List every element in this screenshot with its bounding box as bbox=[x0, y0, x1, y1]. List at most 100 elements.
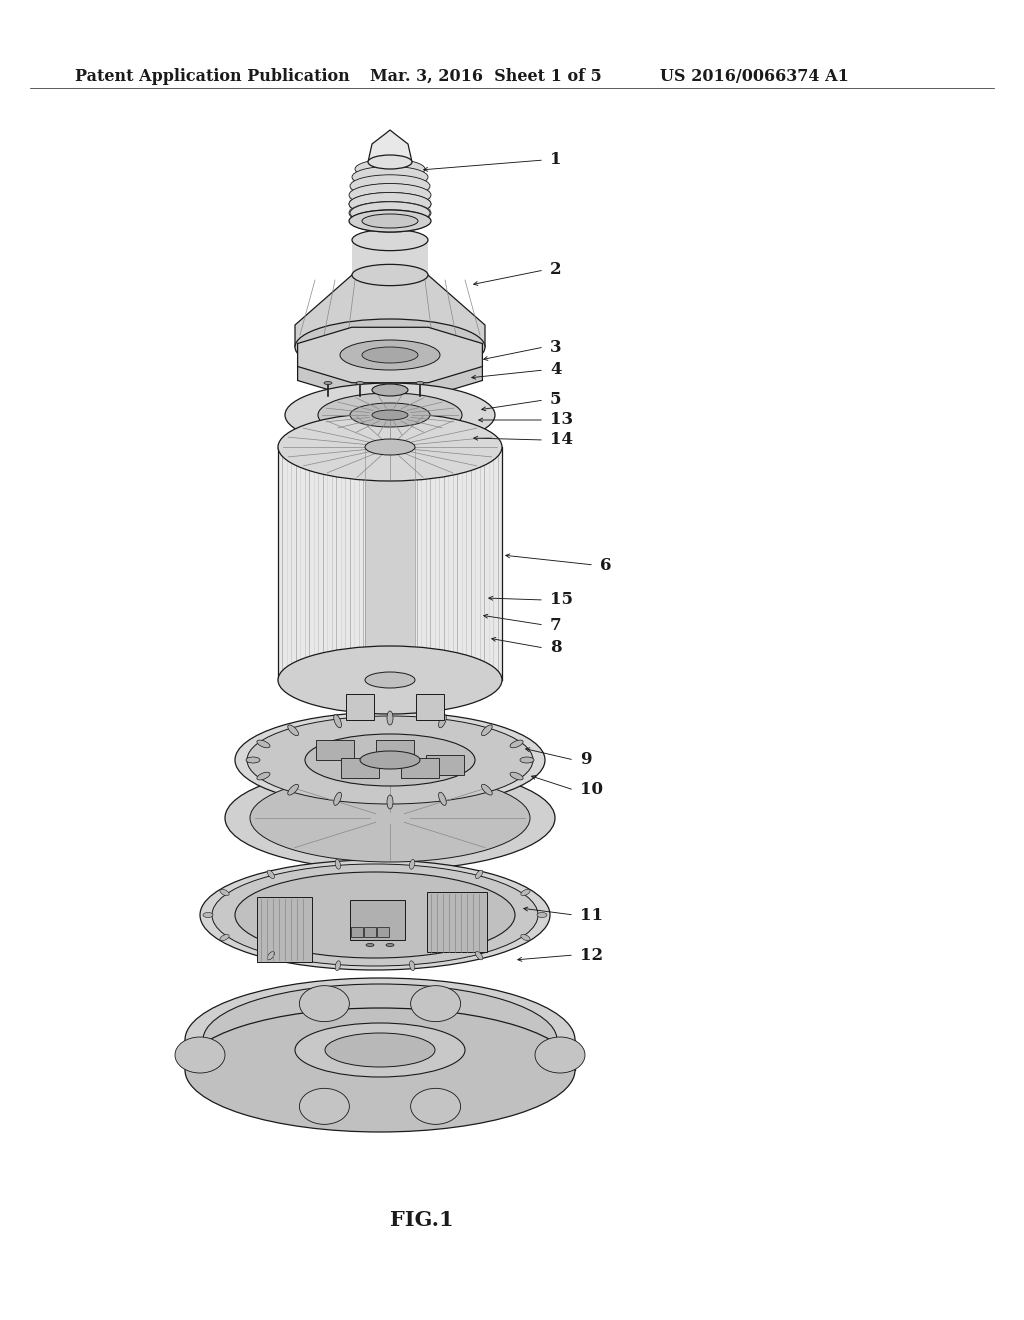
Polygon shape bbox=[368, 129, 412, 162]
Ellipse shape bbox=[246, 756, 260, 763]
Polygon shape bbox=[185, 1040, 575, 1071]
Ellipse shape bbox=[356, 381, 364, 384]
Ellipse shape bbox=[416, 381, 424, 384]
Ellipse shape bbox=[481, 784, 493, 795]
Ellipse shape bbox=[349, 193, 431, 215]
FancyBboxPatch shape bbox=[377, 927, 389, 937]
Ellipse shape bbox=[475, 870, 482, 879]
Ellipse shape bbox=[299, 1089, 349, 1125]
Ellipse shape bbox=[200, 861, 550, 970]
Text: 7: 7 bbox=[550, 616, 561, 634]
Ellipse shape bbox=[175, 1038, 225, 1073]
Ellipse shape bbox=[299, 986, 349, 1022]
Text: 5: 5 bbox=[550, 392, 561, 408]
Ellipse shape bbox=[350, 174, 430, 197]
Polygon shape bbox=[349, 195, 431, 205]
Ellipse shape bbox=[365, 672, 415, 688]
Ellipse shape bbox=[220, 890, 229, 895]
Polygon shape bbox=[278, 447, 502, 680]
Text: 3: 3 bbox=[550, 338, 561, 355]
Ellipse shape bbox=[475, 952, 482, 960]
Text: 1: 1 bbox=[550, 152, 561, 169]
Ellipse shape bbox=[411, 1089, 461, 1125]
Ellipse shape bbox=[334, 714, 341, 727]
Ellipse shape bbox=[349, 210, 431, 232]
Ellipse shape bbox=[352, 264, 428, 285]
Ellipse shape bbox=[212, 865, 538, 966]
Ellipse shape bbox=[368, 154, 412, 169]
Polygon shape bbox=[346, 694, 374, 719]
Text: 13: 13 bbox=[550, 412, 573, 429]
Polygon shape bbox=[295, 275, 485, 347]
Ellipse shape bbox=[285, 383, 495, 447]
Text: 14: 14 bbox=[550, 432, 573, 449]
Ellipse shape bbox=[521, 890, 530, 895]
Ellipse shape bbox=[250, 774, 530, 862]
Ellipse shape bbox=[350, 183, 430, 206]
Ellipse shape bbox=[410, 961, 415, 970]
Ellipse shape bbox=[278, 413, 502, 480]
Ellipse shape bbox=[349, 202, 431, 224]
Ellipse shape bbox=[372, 411, 408, 420]
Polygon shape bbox=[355, 169, 425, 177]
Ellipse shape bbox=[335, 859, 341, 869]
FancyBboxPatch shape bbox=[316, 741, 354, 760]
Ellipse shape bbox=[352, 176, 428, 197]
Ellipse shape bbox=[481, 725, 493, 735]
Ellipse shape bbox=[325, 1034, 435, 1067]
Ellipse shape bbox=[362, 347, 418, 363]
Text: 4: 4 bbox=[550, 362, 561, 379]
Ellipse shape bbox=[349, 193, 431, 215]
Ellipse shape bbox=[362, 214, 418, 228]
Ellipse shape bbox=[234, 873, 515, 958]
Ellipse shape bbox=[203, 912, 213, 917]
Polygon shape bbox=[298, 342, 482, 397]
Ellipse shape bbox=[350, 210, 430, 232]
Ellipse shape bbox=[521, 935, 530, 941]
Ellipse shape bbox=[288, 725, 299, 735]
Ellipse shape bbox=[288, 784, 299, 795]
Ellipse shape bbox=[386, 944, 394, 946]
Ellipse shape bbox=[355, 160, 425, 178]
Ellipse shape bbox=[234, 711, 545, 808]
Text: FIG.1: FIG.1 bbox=[390, 1210, 454, 1230]
Polygon shape bbox=[349, 205, 431, 213]
Text: 10: 10 bbox=[580, 781, 603, 799]
Ellipse shape bbox=[410, 859, 415, 869]
Ellipse shape bbox=[305, 734, 475, 785]
Text: 9: 9 bbox=[580, 751, 592, 768]
Text: 6: 6 bbox=[600, 557, 611, 573]
Text: Mar. 3, 2016  Sheet 1 of 5: Mar. 3, 2016 Sheet 1 of 5 bbox=[370, 69, 602, 84]
Polygon shape bbox=[350, 186, 430, 195]
Ellipse shape bbox=[295, 1023, 465, 1077]
FancyBboxPatch shape bbox=[427, 892, 487, 952]
Polygon shape bbox=[365, 447, 415, 680]
Ellipse shape bbox=[387, 795, 393, 809]
Ellipse shape bbox=[295, 319, 485, 375]
Ellipse shape bbox=[438, 792, 446, 805]
Ellipse shape bbox=[247, 715, 534, 804]
FancyBboxPatch shape bbox=[351, 927, 362, 937]
Polygon shape bbox=[352, 177, 428, 186]
FancyBboxPatch shape bbox=[257, 898, 312, 962]
Polygon shape bbox=[350, 213, 430, 220]
Polygon shape bbox=[352, 240, 428, 275]
Ellipse shape bbox=[278, 645, 502, 714]
Ellipse shape bbox=[537, 912, 547, 917]
Ellipse shape bbox=[257, 741, 270, 748]
Ellipse shape bbox=[220, 935, 229, 941]
Ellipse shape bbox=[349, 183, 431, 206]
Ellipse shape bbox=[360, 751, 420, 770]
Ellipse shape bbox=[225, 766, 555, 870]
FancyBboxPatch shape bbox=[341, 758, 379, 777]
Text: 11: 11 bbox=[580, 907, 603, 924]
Text: 2: 2 bbox=[550, 261, 561, 279]
Ellipse shape bbox=[185, 1008, 575, 1133]
FancyBboxPatch shape bbox=[376, 741, 414, 760]
FancyBboxPatch shape bbox=[350, 900, 406, 940]
Ellipse shape bbox=[535, 1038, 585, 1073]
Ellipse shape bbox=[365, 440, 415, 455]
Polygon shape bbox=[298, 327, 482, 383]
Text: Patent Application Publication: Patent Application Publication bbox=[75, 69, 350, 84]
Ellipse shape bbox=[355, 168, 425, 187]
